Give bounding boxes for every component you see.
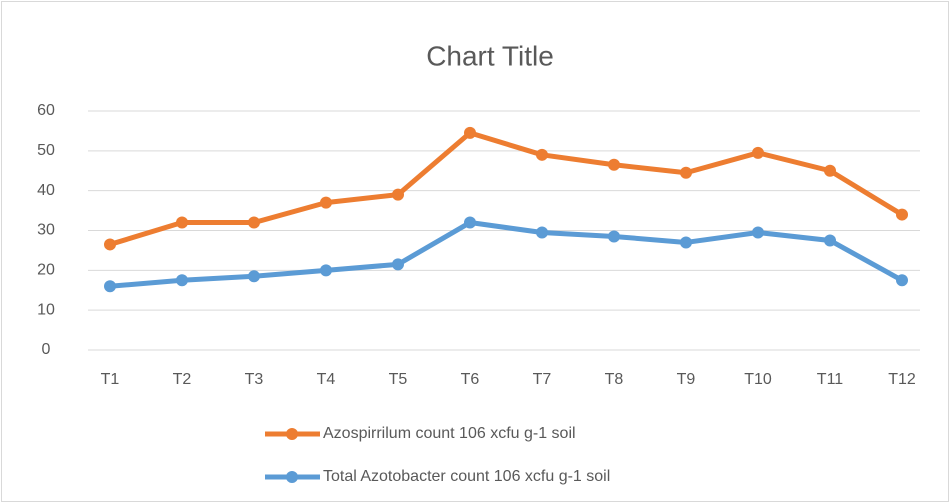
x-tick-label: T8 xyxy=(605,371,624,388)
data-point xyxy=(176,274,188,287)
series-line xyxy=(109,220,904,289)
data-point xyxy=(464,216,476,229)
y-tick-label: 0 xyxy=(42,341,51,358)
data-point xyxy=(248,270,260,283)
data-point xyxy=(464,126,476,139)
data-point xyxy=(320,196,332,209)
data-point xyxy=(248,216,260,229)
data-point xyxy=(824,164,836,177)
y-tick-label: 40 xyxy=(37,182,55,199)
legend-marker xyxy=(286,471,298,483)
data-point xyxy=(752,226,764,239)
x-tick-label: T3 xyxy=(245,371,264,388)
data-point xyxy=(896,274,908,287)
data-point xyxy=(752,146,764,159)
series-line xyxy=(109,130,904,247)
data-point xyxy=(320,264,332,277)
data-point xyxy=(896,208,908,221)
data-point xyxy=(608,158,620,171)
chart-title: Chart Title xyxy=(426,40,554,71)
x-tick-label: T11 xyxy=(817,371,843,388)
x-tick-label: T5 xyxy=(389,371,408,388)
x-tick-label: T9 xyxy=(677,371,696,388)
data-point xyxy=(536,148,548,161)
x-tick-label: T4 xyxy=(317,371,336,388)
data-point xyxy=(824,234,836,247)
data-point xyxy=(680,236,692,249)
x-tick-label: T6 xyxy=(461,371,480,388)
legend-marker xyxy=(286,428,298,440)
y-tick-label: 60 xyxy=(37,102,55,119)
data-point xyxy=(392,188,404,201)
legend-label: Azospirrilum count 106 xcfu g-1 soil xyxy=(323,425,576,442)
y-tick-label: 30 xyxy=(37,222,55,239)
y-tick-label: 10 xyxy=(37,301,55,318)
legend-label: Total Azotobacter count 106 xcfu g-1 soi… xyxy=(323,468,610,485)
data-point xyxy=(104,280,116,293)
y-tick-label: 50 xyxy=(37,142,55,159)
data-point xyxy=(536,226,548,239)
x-tick-label: T10 xyxy=(744,371,772,388)
x-tick-label: T12 xyxy=(888,371,916,388)
data-point xyxy=(104,238,116,251)
x-tick-label: T2 xyxy=(173,371,192,388)
x-tick-label: T1 xyxy=(101,371,120,388)
data-point xyxy=(392,258,404,271)
y-tick-label: 20 xyxy=(37,262,55,279)
data-point xyxy=(608,230,620,243)
x-tick-label: T7 xyxy=(533,371,552,388)
data-point xyxy=(680,166,692,179)
data-point xyxy=(176,216,188,229)
